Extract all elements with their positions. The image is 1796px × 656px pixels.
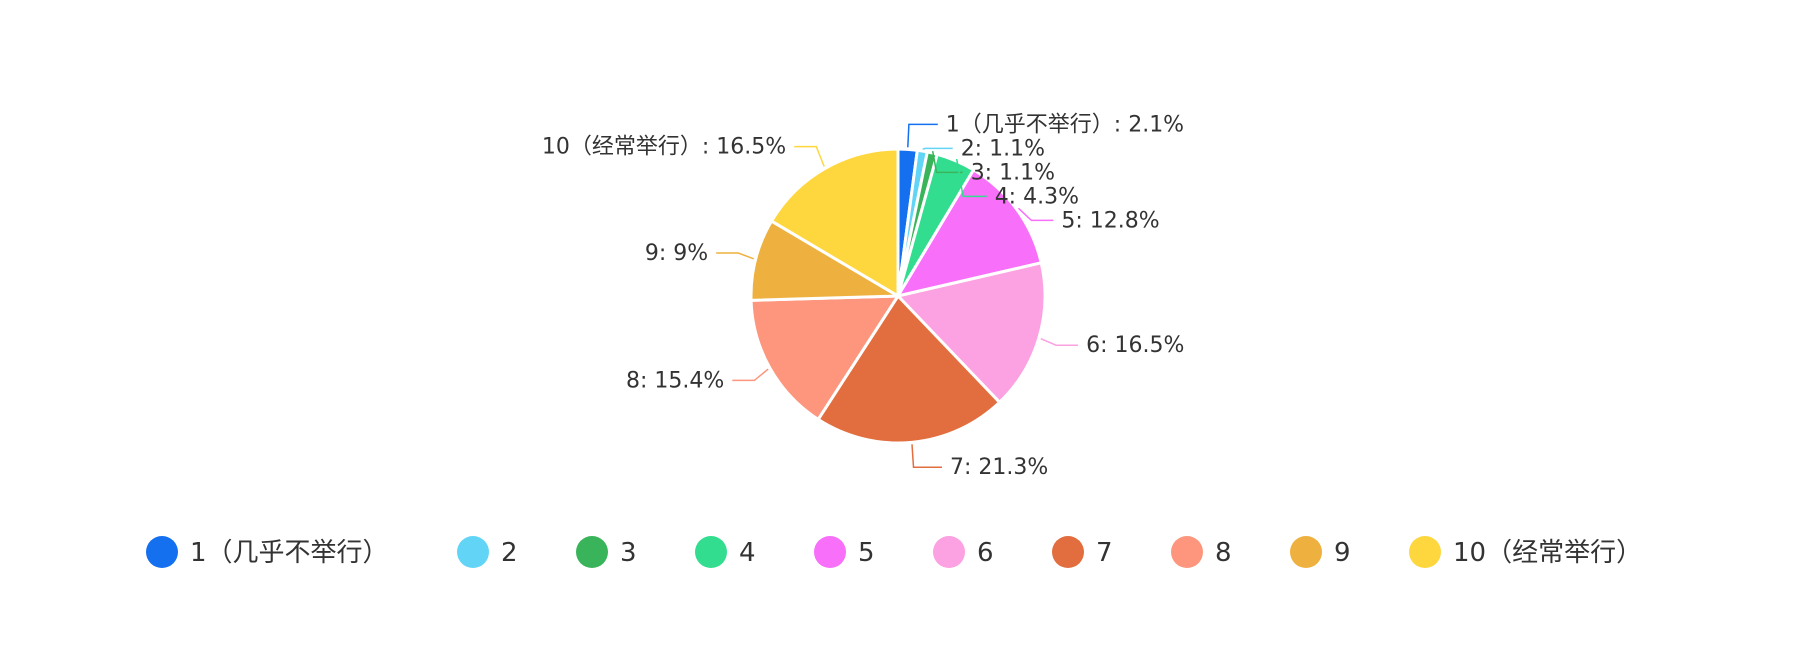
legend-swatch-4 — [695, 536, 727, 568]
slice-label-4: 4: 4.3% — [995, 184, 1079, 209]
legend-swatch-8 — [1171, 536, 1203, 568]
leader-line-5 — [1017, 207, 1054, 222]
leader-line-6 — [1040, 338, 1079, 346]
legend-swatch-7 — [1052, 536, 1084, 568]
legend-label-2: 2 — [501, 538, 518, 568]
slice-label-6: 6: 16.5% — [1086, 333, 1184, 358]
legend-item-4[interactable]: 4 — [695, 536, 756, 568]
pie-slice-8[interactable] — [749, 294, 900, 421]
slice-label-7: 7: 21.3% — [950, 455, 1048, 480]
legend-label-7: 7 — [1096, 538, 1113, 568]
slice-label-10: 10（经常举行）: 16.5% — [542, 135, 786, 160]
legend-label-5: 5 — [858, 538, 875, 568]
slice-label-8: 8: 15.4% — [626, 368, 724, 393]
legend-item-3[interactable]: 3 — [576, 536, 637, 568]
legend-swatch-2 — [457, 536, 489, 568]
legend-item-6[interactable]: 6 — [933, 536, 994, 568]
legend-item-5[interactable]: 5 — [814, 536, 875, 568]
leader-line-7 — [911, 444, 942, 468]
legend-item-2[interactable]: 2 — [457, 536, 518, 568]
label-leader-lines — [716, 123, 1079, 468]
leader-line-10 — [794, 145, 825, 167]
pie-slice-9[interactable] — [749, 219, 900, 302]
legend-item-8[interactable]: 8 — [1171, 536, 1232, 568]
legend-label-8: 8 — [1215, 538, 1232, 568]
leader-line-9 — [716, 252, 754, 260]
legend-item-1[interactable]: 1（几乎不举行） — [146, 536, 389, 568]
leader-line-8 — [732, 368, 769, 382]
legend-swatch-9 — [1290, 536, 1322, 568]
legend-item-9[interactable]: 9 — [1290, 536, 1351, 568]
legend-label-6: 6 — [977, 538, 994, 568]
legend-swatch-6 — [933, 536, 965, 568]
legend: 1（几乎不举行） 2 3 4 5 6 7 8 9 10（经常举行） — [146, 536, 1642, 568]
legend-label-4: 4 — [739, 538, 756, 568]
legend-label-9: 9 — [1334, 538, 1351, 568]
legend-item-7[interactable]: 7 — [1052, 536, 1113, 568]
legend-swatch-5 — [814, 536, 846, 568]
slice-label-3: 3: 1.1% — [971, 160, 1055, 185]
pie-slice-10[interactable] — [770, 147, 900, 298]
slice-label-5: 5: 12.8% — [1061, 208, 1159, 233]
legend-label-3: 3 — [620, 538, 637, 568]
leader-line-3 — [931, 150, 963, 174]
legend-item-10[interactable]: 10（经常举行） — [1409, 536, 1642, 568]
legend-label-1: 1（几乎不举行） — [190, 538, 389, 568]
slice-labels: 1（几乎不举行）: 2.1%2: 1.1%3: 1.1%4: 4.3%5: 12… — [542, 112, 1184, 480]
leader-line-1 — [907, 123, 938, 148]
slice-label-2: 2: 1.1% — [961, 136, 1045, 161]
legend-label-10: 10（经常举行） — [1453, 538, 1642, 568]
leader-line-2 — [922, 147, 953, 150]
legend-swatch-10 — [1409, 536, 1441, 568]
legend-swatch-1 — [146, 536, 178, 568]
pie-slice-7[interactable] — [816, 294, 1002, 445]
legend-swatch-3 — [576, 536, 608, 568]
pie-slice-5[interactable] — [896, 168, 1043, 298]
slice-label-9: 9: 9% — [645, 241, 708, 266]
pie-slice-6[interactable] — [896, 261, 1047, 404]
pie-slices — [749, 147, 1047, 445]
leader-line-4 — [955, 158, 987, 198]
slice-label-1: 1（几乎不举行）: 2.1% — [946, 112, 1184, 137]
